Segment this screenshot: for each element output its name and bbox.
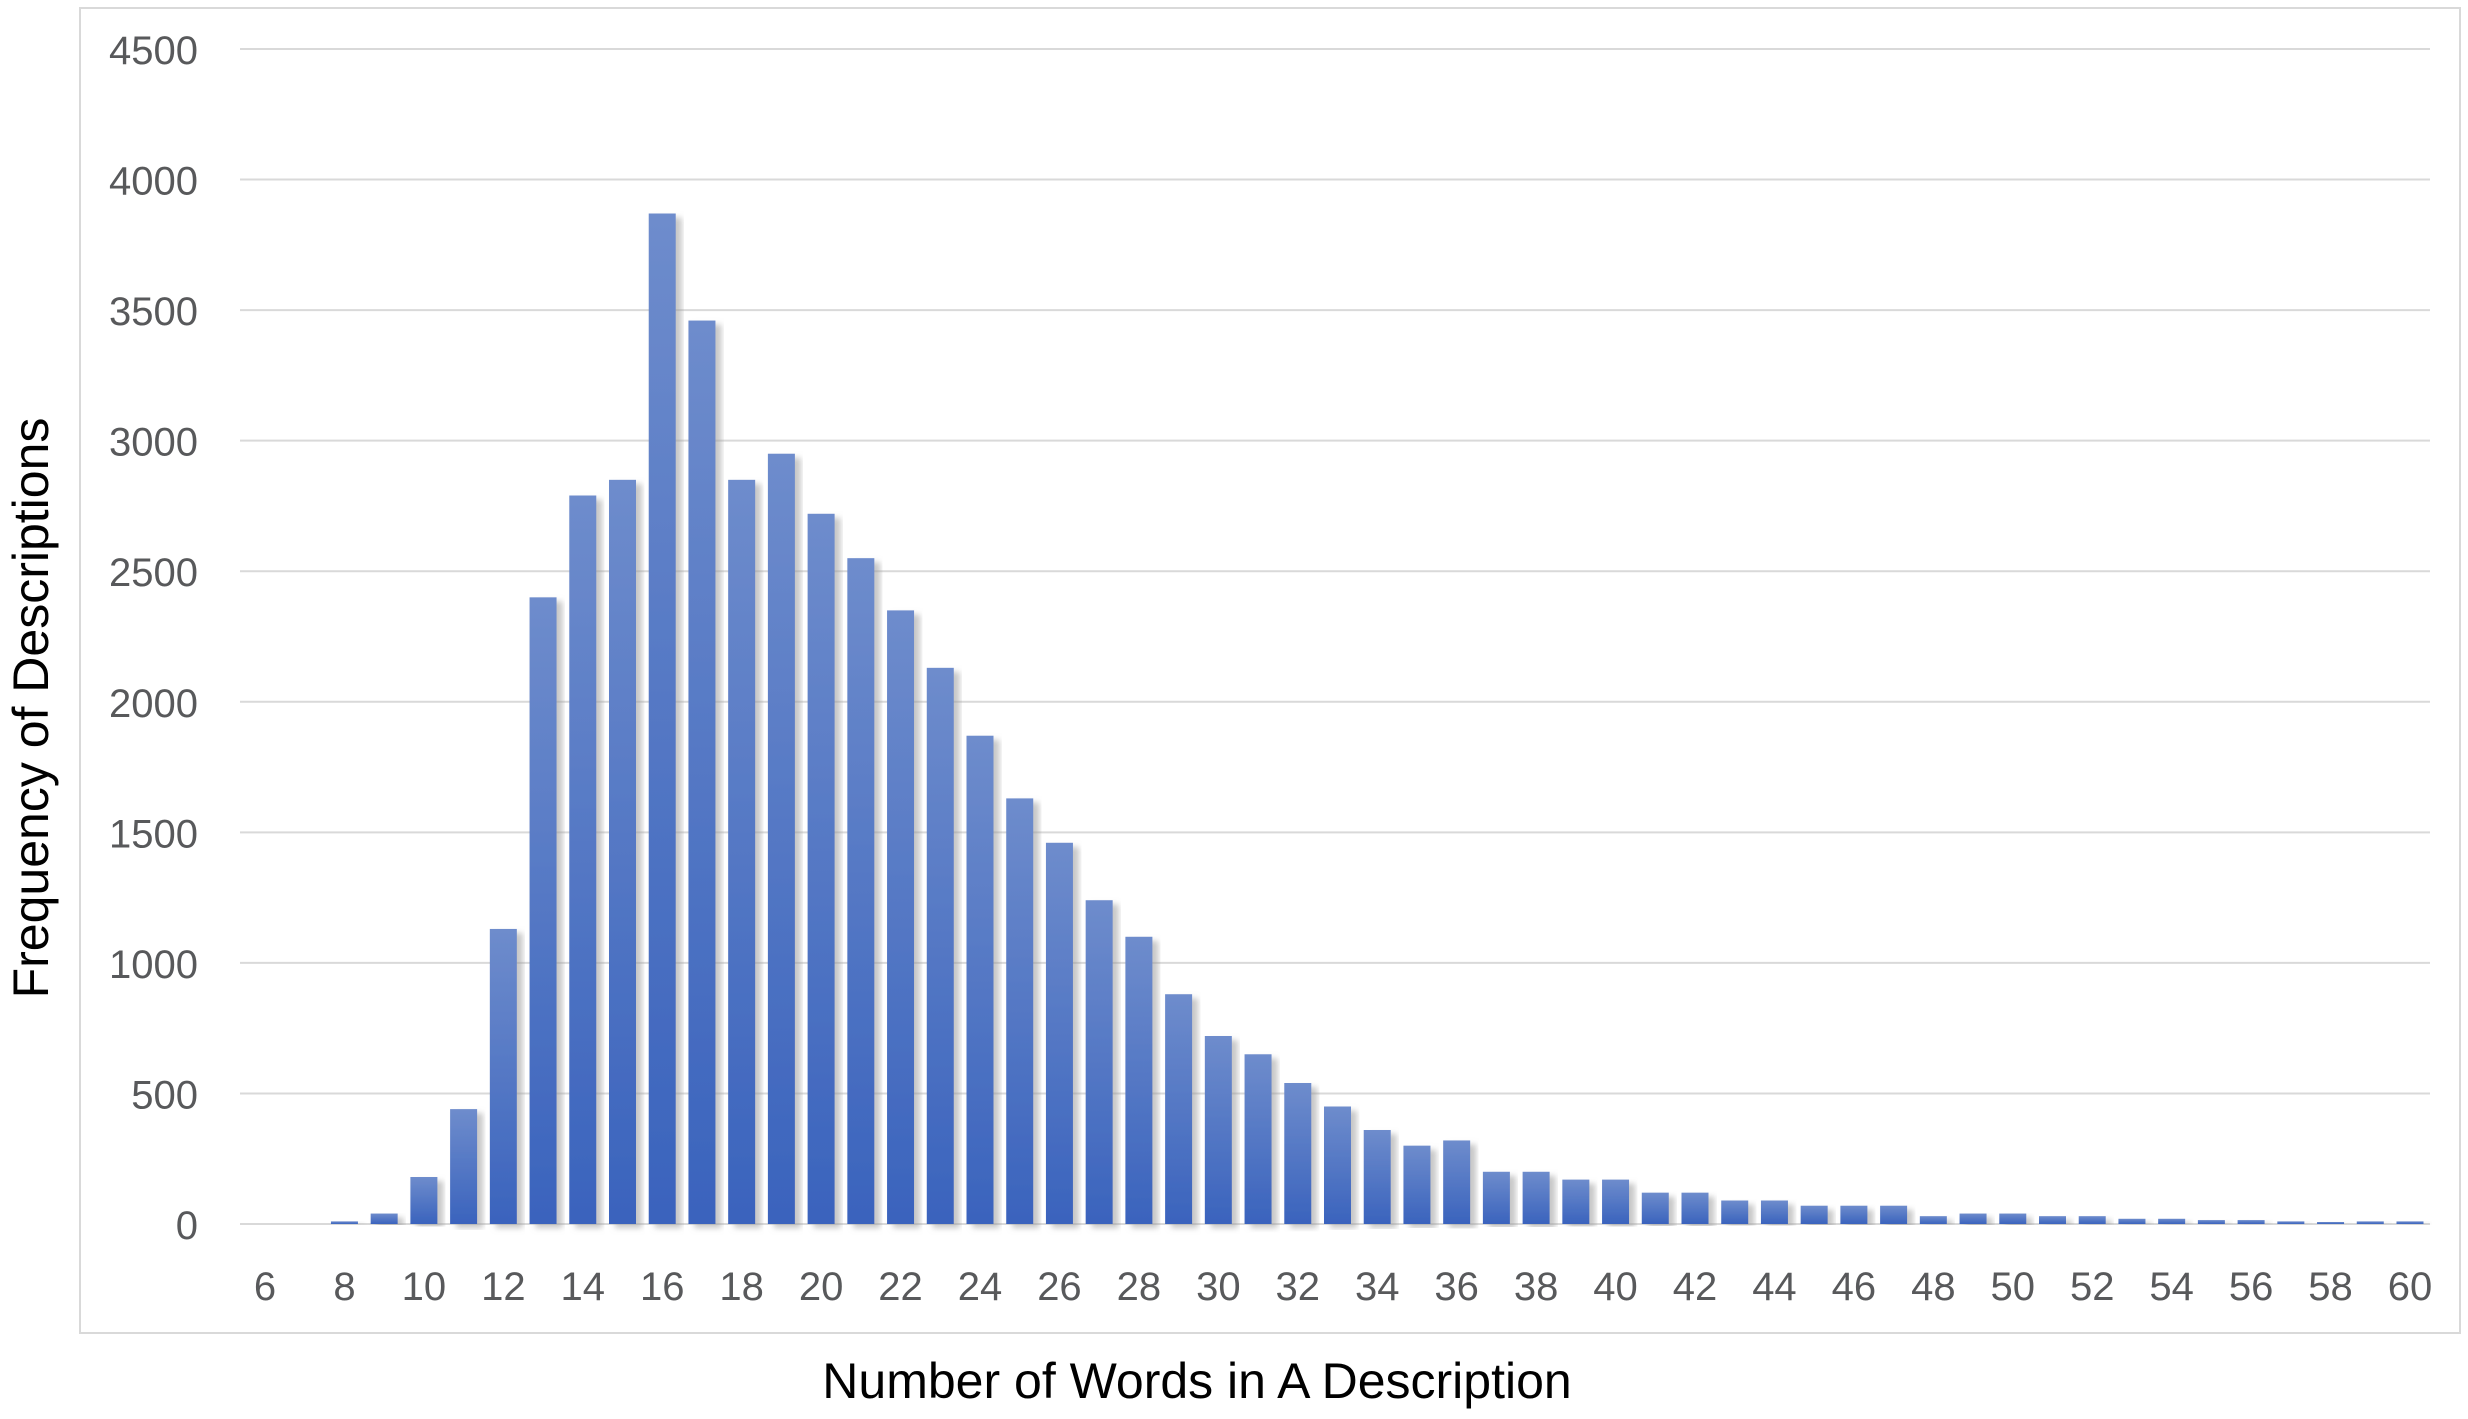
bar	[1760, 1200, 1788, 1224]
bar	[1165, 994, 1193, 1224]
y-tick-label: 3500	[109, 290, 198, 334]
x-tick-label: 26	[1037, 1265, 1082, 1309]
y-tick-label: 4500	[109, 29, 198, 73]
y-tick-label: 2000	[109, 682, 198, 726]
y-tick-label: 0	[176, 1204, 198, 1248]
y-tick-label: 1500	[109, 812, 198, 856]
bar	[648, 213, 676, 1224]
bar	[370, 1213, 398, 1224]
bar	[1006, 798, 1034, 1224]
x-tick-label: 40	[1593, 1265, 1638, 1309]
x-tick-label: 24	[958, 1265, 1003, 1309]
bar	[2396, 1221, 2424, 1224]
bar	[2039, 1216, 2066, 1224]
bar	[1602, 1179, 1630, 1224]
x-tick-label: 32	[1276, 1265, 1321, 1309]
x-tick-label: 16	[640, 1265, 685, 1309]
bar	[1522, 1171, 1550, 1224]
x-tick-label: 44	[1752, 1265, 1797, 1309]
x-tick-label: 36	[1434, 1265, 1479, 1309]
x-axis-ticks: 6 8 10 12 14 16 18 20 22 24 26 28 30 32 34 36 38 40 42 44 46…	[254, 1265, 2432, 1309]
bar	[1324, 1106, 1351, 1224]
y-tick-label: 2500	[109, 551, 198, 595]
bar	[569, 495, 597, 1224]
bar	[1125, 936, 1153, 1224]
x-tick-label: 34	[1355, 1265, 1400, 1309]
bar	[688, 320, 716, 1224]
x-tick-label: 38	[1514, 1265, 1559, 1309]
x-tick-label: 60	[2388, 1265, 2433, 1309]
bar	[529, 597, 557, 1224]
bar	[728, 479, 756, 1224]
x-tick-label: 6	[254, 1265, 276, 1309]
bar	[2356, 1221, 2384, 1224]
x-tick-label: 20	[799, 1265, 844, 1309]
bar	[1681, 1192, 1709, 1224]
x-tick-label: 46	[1832, 1265, 1877, 1309]
bar	[1840, 1205, 1868, 1224]
bar	[1085, 900, 1113, 1224]
bar	[1284, 1083, 1312, 1224]
bar	[410, 1177, 438, 1224]
y-axis-title: Frequency of Descriptions	[3, 418, 59, 999]
bar	[1880, 1205, 1908, 1224]
x-tick-label: 30	[1196, 1265, 1241, 1309]
bar	[767, 453, 795, 1224]
bar	[2317, 1222, 2345, 1224]
y-tick-label: 3000	[109, 421, 198, 465]
bar	[2237, 1220, 2265, 1224]
bar	[1721, 1200, 1749, 1224]
bar	[1919, 1216, 1947, 1224]
bar	[1641, 1192, 1669, 1224]
x-tick-label: 56	[2229, 1265, 2274, 1309]
bar	[489, 928, 517, 1224]
x-tick-label: 10	[402, 1265, 447, 1309]
x-tick-label: 48	[1911, 1265, 1956, 1309]
bar	[609, 479, 636, 1224]
bar	[887, 610, 915, 1224]
x-tick-label: 42	[1673, 1265, 1718, 1309]
bar	[2078, 1216, 2106, 1224]
y-tick-label: 500	[131, 1073, 198, 1117]
bar	[2158, 1218, 2186, 1224]
bars	[330, 213, 2424, 1224]
bar	[330, 1221, 358, 1224]
x-tick-label: 14	[561, 1265, 606, 1309]
x-tick-label: 18	[719, 1265, 764, 1309]
y-axis-ticks: 0 500 1000 1500 2000 2500 3000 3500 4000 4500	[109, 29, 198, 1248]
bar	[2118, 1218, 2146, 1224]
bar	[966, 735, 994, 1224]
bar	[1244, 1054, 1272, 1224]
y-tick-label: 4000	[109, 160, 198, 204]
bar	[1363, 1130, 1391, 1224]
x-tick-label: 58	[2308, 1265, 2353, 1309]
bar	[1800, 1205, 1828, 1224]
bar	[1403, 1145, 1431, 1224]
x-tick-label: 8	[333, 1265, 355, 1309]
x-tick-label: 50	[1991, 1265, 2036, 1309]
bar	[926, 667, 954, 1224]
x-tick-label: 22	[878, 1265, 923, 1309]
x-tick-label: 54	[2149, 1265, 2194, 1309]
bar	[1443, 1140, 1471, 1224]
x-tick-label: 52	[2070, 1265, 2115, 1309]
bar	[1204, 1036, 1232, 1224]
bar	[1562, 1179, 1590, 1224]
bar	[1959, 1213, 1987, 1224]
bar	[1482, 1171, 1510, 1224]
x-tick-label: 12	[481, 1265, 526, 1309]
bar	[807, 513, 835, 1224]
bar	[2197, 1220, 2225, 1224]
bar	[2277, 1221, 2305, 1224]
bar	[1045, 842, 1073, 1224]
x-axis-title: Number of Words in A Description	[822, 1353, 1571, 1409]
y-tick-label: 1000	[109, 943, 198, 987]
bar	[847, 558, 875, 1224]
bar	[1999, 1213, 2027, 1224]
x-tick-label: 28	[1117, 1265, 1162, 1309]
bar	[450, 1109, 478, 1224]
